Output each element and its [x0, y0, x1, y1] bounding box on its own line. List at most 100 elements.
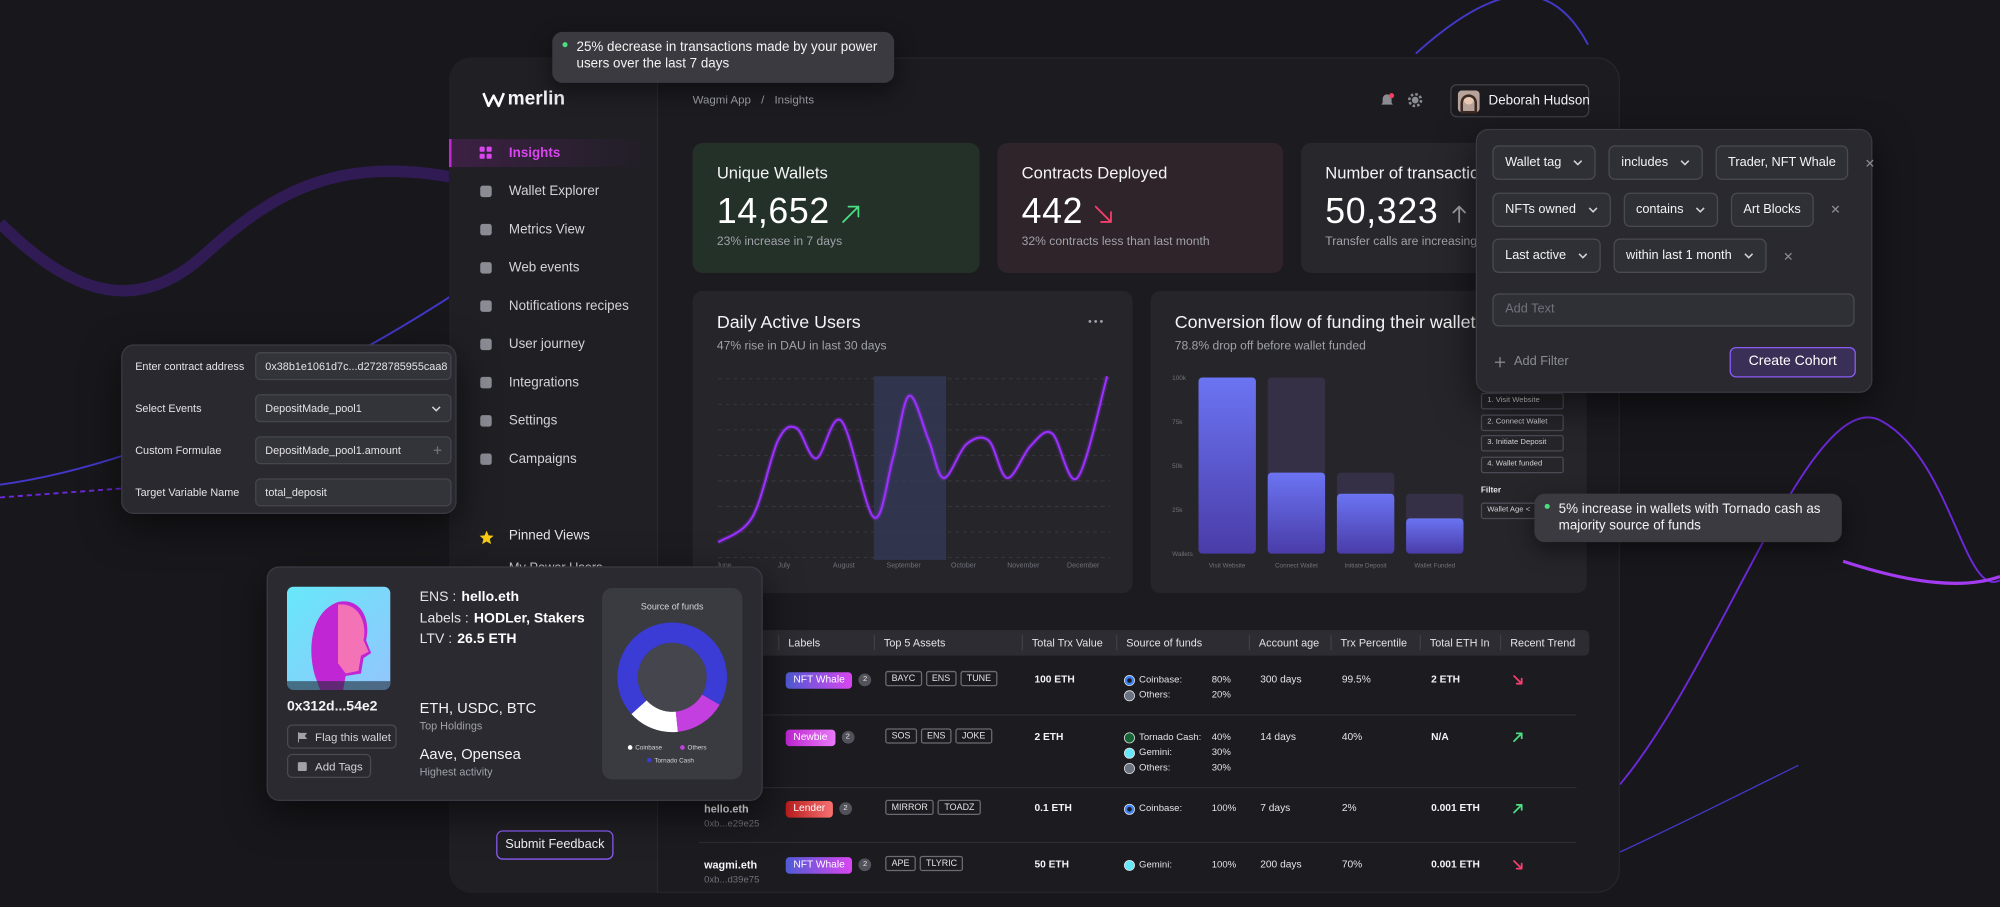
filter-value: includes	[1621, 155, 1669, 170]
field-label: Enter contract address	[135, 359, 245, 373]
nav-item[interactable]: Settings	[480, 411, 652, 431]
remove-filter[interactable]	[1831, 205, 1839, 213]
trx-percentile: 2%	[1341, 802, 1357, 814]
source-icon	[1123, 803, 1135, 815]
asset-tag: MIRROR	[885, 799, 935, 816]
legend-dot	[646, 757, 652, 763]
cross	[1831, 205, 1839, 213]
highest-activity: Aave, Opensea	[419, 747, 521, 763]
field-input[interactable]: 0x38b1e1061d7c...d2728785955caa8	[255, 352, 452, 381]
column-separator	[778, 635, 780, 651]
icon-shape	[480, 223, 492, 236]
trend-arrow	[1513, 803, 1523, 814]
wallet-action-button[interactable]: Add Tags	[286, 753, 372, 779]
nav-icon	[480, 338, 492, 351]
column-header: Top 5 Assets	[883, 636, 946, 649]
dau-subtitle: 47% rise in DAU in last 30 days	[716, 339, 887, 354]
filter-value: Trader, NFT Whale	[1728, 155, 1836, 170]
label-pill[interactable]: Newbie	[785, 728, 836, 746]
active-indicator	[448, 139, 452, 168]
filter-dropdown[interactable]: Last active	[1492, 238, 1601, 273]
remove-filter[interactable]	[1866, 158, 1874, 167]
eth-in: N/A	[1431, 730, 1449, 743]
more-menu[interactable]	[1088, 319, 1103, 324]
nav-item[interactable]: Web events	[480, 258, 652, 278]
x-tick-label: Connect Wallet	[1275, 563, 1318, 570]
legend-label: Others	[687, 745, 706, 752]
source-dot-inner	[1127, 677, 1132, 683]
field-input[interactable]: DepositMade_pool1.amount	[255, 436, 452, 465]
filter-dropdown[interactable]: Trader, NFT Whale	[1715, 145, 1849, 180]
y-tick-label: 25k	[1172, 507, 1183, 514]
column-separator	[1330, 635, 1332, 651]
nav-item[interactable]: User journey	[480, 334, 652, 354]
column-header: Total ETH In	[1429, 636, 1490, 649]
x-tick-label: Wallet Funded	[1414, 563, 1455, 570]
x-tick-label: July	[778, 563, 791, 570]
nav-item[interactable]: Campaigns	[480, 449, 652, 469]
stat-value: 14,652	[716, 191, 830, 231]
field-input[interactable]: total_deposit	[255, 478, 452, 507]
user-menu[interactable]: Deborah Hudson	[1450, 84, 1590, 118]
legend-dot	[627, 745, 633, 750]
nft-floor	[286, 681, 391, 691]
wave	[0, 165, 461, 297]
tag	[297, 761, 307, 771]
filter-dropdown[interactable]: Wallet tag	[1492, 145, 1596, 180]
top-holdings-caption: Top Holdings	[419, 719, 483, 732]
add-filter-button[interactable]: Add Filter	[1514, 354, 1569, 369]
funnel-filter-chip[interactable]: Wallet Age <	[1480, 502, 1539, 520]
attribute-value: hello.eth	[461, 589, 520, 605]
dau-chart: June July August September October November De…	[717, 375, 1110, 570]
eth-in: 2 ETH	[1431, 673, 1461, 685]
stat-title: Unique Wallets	[716, 163, 828, 183]
logo-text: merlin	[507, 87, 566, 110]
filter-dropdown[interactable]: Art Blocks	[1730, 191, 1814, 227]
filter-dropdown[interactable]: contains	[1623, 191, 1718, 227]
filter-dropdown[interactable]: within last 1 month	[1613, 238, 1767, 273]
wallet-nft-image	[286, 586, 391, 691]
nav-item[interactable]: Notifications recipes	[480, 296, 652, 316]
filter-text-input[interactable]: Add Text	[1492, 293, 1855, 327]
source-name: Gemini:	[1139, 858, 1172, 871]
breadcrumb-item[interactable]: Wagmi App	[692, 93, 751, 106]
nav-item[interactable]: Integrations	[480, 372, 652, 392]
chevron-path	[1743, 253, 1753, 259]
breadcrumb-item[interactable]: Insights	[774, 93, 815, 106]
nav-item[interactable]: Metrics View	[480, 219, 652, 239]
filter-dropdown[interactable]: NFTs owned	[1492, 191, 1611, 227]
feedback-button[interactable]: Submit Feedback	[496, 830, 614, 860]
nav-item[interactable]: Wallet Explorer	[480, 181, 652, 201]
trx-percentile: 99.5%	[1341, 673, 1371, 685]
notification-bell[interactable]	[1380, 93, 1395, 107]
menu-dot	[1088, 320, 1092, 323]
field-input[interactable]: DepositMade_pool1	[255, 394, 452, 423]
wave	[1619, 416, 2000, 786]
wallet-name: hello.eth	[704, 801, 749, 815]
source-share: 40%	[1211, 731, 1231, 743]
label-pill[interactable]: NFT Whale	[785, 856, 853, 874]
nav-item[interactable]: Insights	[479, 143, 652, 163]
donut-segment	[617, 622, 728, 714]
filter-dropdown[interactable]: includes	[1608, 145, 1703, 180]
icon-shape	[480, 376, 492, 389]
chevron-icon	[1573, 160, 1583, 166]
label-pill[interactable]: NFT Whale	[785, 671, 853, 689]
wallet-action-button[interactable]: Flag this wallet	[286, 724, 397, 749]
source-dot	[1123, 689, 1135, 701]
nft-face	[338, 604, 369, 674]
filter-value: contains	[1635, 202, 1684, 217]
remove-filter[interactable]	[1784, 252, 1792, 260]
nav-icon	[479, 146, 492, 159]
wallet-address: 0xb...d39e75	[704, 874, 760, 886]
settings-gear[interactable]	[1408, 92, 1423, 108]
insight-tooltip: 5% increase in wallets with Tornado cash…	[1534, 493, 1842, 543]
create-cohort-button[interactable]: Create Cohort	[1729, 346, 1856, 378]
trend-arrow	[1513, 860, 1523, 870]
attribute-value: 26.5 ETH	[457, 631, 517, 647]
active-highlight	[451, 139, 657, 168]
label-pill[interactable]: Lender	[785, 800, 833, 817]
trx-value: 2 ETH	[1034, 730, 1064, 743]
x-tick-label: Initiate Deposit	[1345, 563, 1387, 570]
